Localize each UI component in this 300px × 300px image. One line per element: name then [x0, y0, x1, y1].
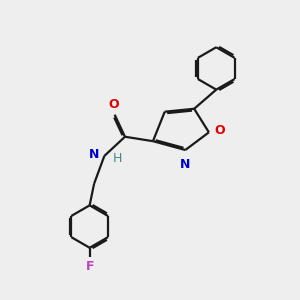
Text: F: F [85, 260, 94, 273]
Text: H: H [112, 152, 122, 165]
Text: N: N [180, 158, 190, 171]
Text: O: O [214, 124, 225, 137]
Text: N: N [89, 148, 99, 161]
Text: O: O [108, 98, 119, 111]
